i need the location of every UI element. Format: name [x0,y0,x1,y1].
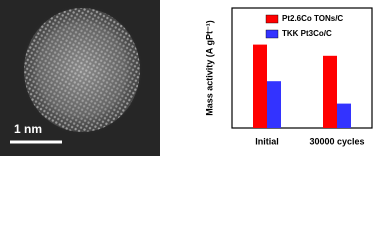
x-tick-label: Initial [255,136,279,146]
legend-label: TKK Pt3Co/C [282,29,332,38]
bar [253,44,267,128]
tem-image: 1 nm [0,0,160,156]
scale-label: 1 nm [14,122,42,136]
legend-label: Pt2.6Co TONs/C [282,14,343,23]
chart: Mass activity (A gPt⁻¹) Initial 30000 cyc… [204,7,373,146]
bar [323,55,337,128]
bar [337,103,351,128]
legend-swatch [265,29,279,39]
x-tick-label: 30000 cycles [309,136,364,146]
legend-swatch [265,14,279,24]
figure: 1 nm Mass activity (A gPt⁻¹) Initial 3000… [0,0,373,156]
y-axis-label: Mass activity (A gPt⁻¹) [204,20,214,115]
plot-frame [231,7,373,129]
bar [267,81,281,128]
